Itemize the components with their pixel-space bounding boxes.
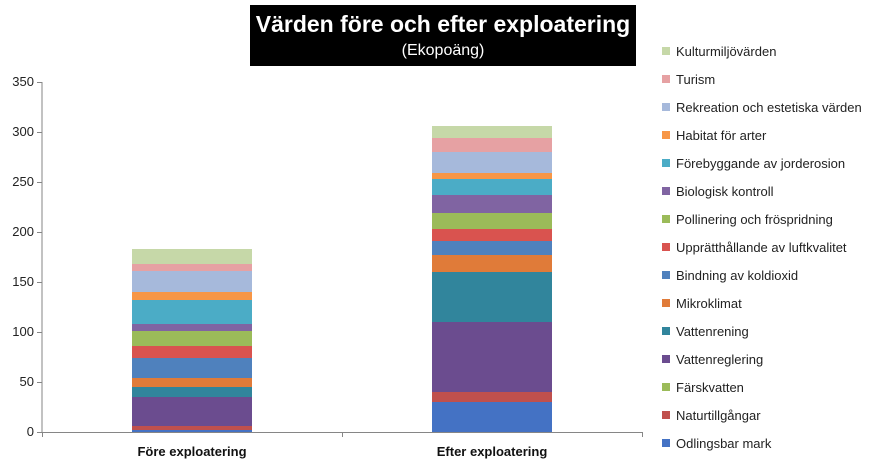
legend-label: Upprätthållande av luftkvalitet [676,239,847,255]
legend-label: Kulturmiljövärden [676,43,777,59]
x-category-label: Efter exploatering [437,444,548,459]
legend-item: Naturtillgångar [662,406,761,424]
legend-swatch [662,47,670,55]
legend-item: Bindning av koldioxid [662,266,798,284]
legend-label: Pollinering och fröspridning [676,211,833,227]
legend-item: Odlingsbar mark [662,434,771,452]
legend-swatch [662,187,670,195]
bar-segment [132,378,252,387]
y-tick-label: 0 [27,424,34,439]
legend-swatch [662,271,670,279]
legend-swatch [662,355,670,363]
y-tick-label: 200 [12,224,34,239]
legend-item: Habitat för arter [662,126,766,144]
legend-label: Förebyggande av jorderosion [676,155,846,171]
bar-segment [132,264,252,271]
legend-item: Upprätthållande av luftkvalitet [662,238,847,256]
bar-segment [432,255,552,272]
bar-segment [132,426,252,430]
bar-segment [432,138,552,152]
bar-segment [432,272,552,322]
chart-title-box: Värden före och efter exploatering (Ekop… [250,5,636,66]
chart-title: Värden före och efter exploatering [255,11,631,37]
legend-swatch [662,299,670,307]
legend-swatch [662,383,670,391]
y-tick-label: 100 [12,324,34,339]
legend-swatch [662,75,670,83]
legend-item: Pollinering och fröspridning [662,210,833,228]
bar-segment [432,195,552,213]
legend-item: Vattenreglering [662,350,763,368]
legend-label: Turism [676,71,716,87]
legend-label: Rekreation och estetiska värden [676,99,862,115]
legend-item: Kulturmiljövärden [662,42,776,60]
chart-subtitle: (Ekopoäng) [401,42,485,59]
legend-label: Mikroklimat [676,295,742,311]
bar-segment [132,292,252,300]
y-tick-label: 350 [12,74,34,89]
legend-item: Biologisk kontroll [662,182,774,200]
y-tick-label: 250 [12,174,34,189]
bar-segment [132,430,252,432]
bar-segment [432,173,552,179]
legend-swatch [662,131,670,139]
bars [132,126,552,432]
bar-segment [132,300,252,324]
legend-label: Biologisk kontroll [676,183,774,199]
x-category-label: Före exploatering [137,444,246,459]
legend-swatch [662,439,670,447]
legend-swatch [662,243,670,251]
bar-segment [432,322,552,392]
bar-segment [132,271,252,292]
legend-swatch [662,411,670,419]
legend-label: Habitat för arter [676,127,767,143]
legend-swatch [662,103,670,111]
bar-segment [432,402,552,432]
legend-item: Rekreation och estetiska värden [662,98,862,116]
legend-item: Förebyggande av jorderosion [662,154,845,172]
bar-segment [432,392,552,402]
legend-item: Turism [662,70,715,88]
axes: 0 50 100 150 200 250 300 350 Före exploatering Ef… [12,74,643,459]
y-tick-label: 150 [12,274,34,289]
legend-label: Odlingsbar mark [676,435,772,451]
legend-label: Vattenrening [676,323,749,339]
legend-swatch [662,327,670,335]
bar-segment [132,358,252,378]
bar-segment [132,331,252,346]
bar-segment [432,152,552,173]
legend-label: Färskvatten [676,379,744,395]
legend-swatch [662,215,670,223]
legend-label: Naturtillgångar [676,407,761,423]
bar-segment [132,397,252,426]
legend-item: Mikroklimat [662,294,742,312]
legend-label: Bindning av koldioxid [676,267,799,283]
y-tick-label: 50 [20,374,34,389]
bar-segment [132,324,252,331]
bar-segment [432,241,552,255]
legend-swatch [662,159,670,167]
bar-segment [132,387,252,397]
bar-segment [132,249,252,264]
legend-item: Färskvatten [662,378,744,396]
bar-segment [432,213,552,229]
bar-segment [432,229,552,241]
bar-segment [132,346,252,358]
bar-segment [432,126,552,138]
legend-label: Vattenreglering [676,351,764,367]
legend-item: Vattenrening [662,322,749,340]
y-tick-label: 300 [12,124,34,139]
bar-segment [432,179,552,195]
